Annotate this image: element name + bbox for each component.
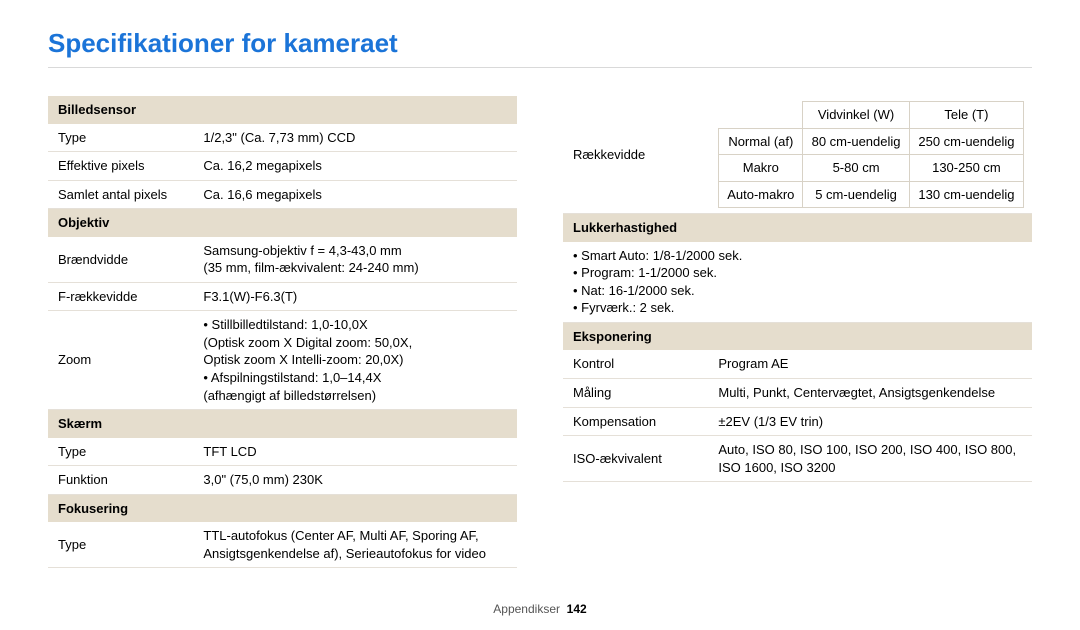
spec-row: Kompensation±2EV (1/3 EV trin) <box>563 407 1032 436</box>
spec-row: MålingMulti, Punkt, Centervægtet, Ansigt… <box>563 379 1032 408</box>
left-column: BilledsensorType1/2,3" (Ca. 7,73 mm) CCD… <box>48 96 517 568</box>
spec-key: Kontrol <box>563 350 708 378</box>
spec-value: Smart Auto: 1/8-1/2000 sek.Program: 1-1/… <box>563 242 1032 323</box>
range-cell: Auto-makro <box>719 181 803 208</box>
spec-key: Brændvidde <box>48 237 193 283</box>
section-header: Lukkerhastighed <box>563 214 1032 242</box>
right-spec-table: Rækkevidde Vidvinkel (W)Tele (T) Normal (a… <box>563 96 1032 482</box>
spec-value: Auto, ISO 80, ISO 100, ISO 200, ISO 400,… <box>708 436 1032 482</box>
spec-key: ISO-ækvivalent <box>563 436 708 482</box>
spec-value: Program AE <box>708 350 1032 378</box>
spec-key: Effektive pixels <box>48 152 193 181</box>
spec-row: F-rækkeviddeF3.1(W)-F6.3(T) <box>48 282 517 311</box>
spec-value: 1/2,3" (Ca. 7,73 mm) CCD <box>193 124 517 152</box>
range-cell: 5-80 cm <box>803 155 910 182</box>
range-table-cell: Vidvinkel (W)Tele (T) Normal (af)80 cm-ue… <box>708 96 1032 214</box>
spec-value: 3,0" (75,0 mm) 230K <box>193 466 517 495</box>
page-footer: Appendikser 142 <box>0 602 1080 616</box>
spec-row: Type1/2,3" (Ca. 7,73 mm) CCD <box>48 124 517 152</box>
spec-value: Stillbilledtilstand: 1,0-10,0X(Optisk zo… <box>193 311 517 410</box>
spec-value: TFT LCD <box>193 438 517 466</box>
spec-row: KontrolProgram AE <box>563 350 1032 378</box>
range-cell: Normal (af) <box>719 128 803 155</box>
range-cell: 130 cm-uendelig <box>909 181 1023 208</box>
spec-value: F3.1(W)-F6.3(T) <box>193 282 517 311</box>
section-header: Eksponering <box>563 322 1032 350</box>
spec-key: Type <box>48 124 193 152</box>
range-col-header: Vidvinkel (W) <box>803 102 910 129</box>
spec-key: Samlet antal pixels <box>48 180 193 209</box>
content-columns: BilledsensorType1/2,3" (Ca. 7,73 mm) CCD… <box>48 96 1032 568</box>
range-table: Vidvinkel (W)Tele (T) Normal (af)80 cm-ue… <box>718 101 1024 208</box>
spec-row: Funktion3,0" (75,0 mm) 230K <box>48 466 517 495</box>
spec-key: Zoom <box>48 311 193 410</box>
spec-value: Samsung-objektiv f = 4,3-43,0 mm(35 mm, … <box>193 237 517 283</box>
spec-value: Ca. 16,2 megapixels <box>193 152 517 181</box>
range-cell: Makro <box>719 155 803 182</box>
footer-page-number: 142 <box>567 602 587 616</box>
range-cell: 130-250 cm <box>909 155 1023 182</box>
spec-row: TypeTTL-autofokus (Center AF, Multi AF, … <box>48 522 517 568</box>
range-cell: 250 cm-uendelig <box>909 128 1023 155</box>
section-header: Fokusering <box>48 494 517 522</box>
section-header: Objektiv <box>48 209 517 237</box>
spec-key: Type <box>48 438 193 466</box>
spec-key: F-rækkevidde <box>48 282 193 311</box>
spec-value: TTL-autofokus (Center AF, Multi AF, Spor… <box>193 522 517 568</box>
range-cell: 80 cm-uendelig <box>803 128 910 155</box>
section-header: Billedsensor <box>48 96 517 124</box>
range-col-header: Tele (T) <box>909 102 1023 129</box>
spec-row: ISO-ækvivalentAuto, ISO 80, ISO 100, ISO… <box>563 436 1032 482</box>
footer-label: Appendikser <box>493 602 560 616</box>
spec-row: Smart Auto: 1/8-1/2000 sek.Program: 1-1/… <box>563 242 1032 323</box>
spec-value: Multi, Punkt, Centervægtet, Ansigtsgenke… <box>708 379 1032 408</box>
spec-key: Funktion <box>48 466 193 495</box>
spec-value: ±2EV (1/3 EV trin) <box>708 407 1032 436</box>
right-column: Rækkevidde Vidvinkel (W)Tele (T) Normal (a… <box>563 96 1032 568</box>
spec-value: Ca. 16,6 megapixels <box>193 180 517 209</box>
spec-row: BrændviddeSamsung-objektiv f = 4,3-43,0 … <box>48 237 517 283</box>
section-header: Skærm <box>48 410 517 438</box>
page-title: Specifikationer for kameraet <box>48 28 1032 68</box>
spec-key: Kompensation <box>563 407 708 436</box>
spec-row: TypeTFT LCD <box>48 438 517 466</box>
range-row: Rækkevidde Vidvinkel (W)Tele (T) Normal (a… <box>563 96 1032 214</box>
spec-key: Måling <box>563 379 708 408</box>
spec-key: Type <box>48 522 193 568</box>
range-cell: 5 cm-uendelig <box>803 181 910 208</box>
spec-row: Samlet antal pixelsCa. 16,6 megapixels <box>48 180 517 209</box>
spec-row: ZoomStillbilledtilstand: 1,0-10,0X(Optis… <box>48 311 517 410</box>
range-col-header <box>719 102 803 129</box>
spec-key: Rækkevidde <box>563 96 708 214</box>
spec-row: Effektive pixelsCa. 16,2 megapixels <box>48 152 517 181</box>
left-spec-table: BilledsensorType1/2,3" (Ca. 7,73 mm) CCD… <box>48 96 517 568</box>
